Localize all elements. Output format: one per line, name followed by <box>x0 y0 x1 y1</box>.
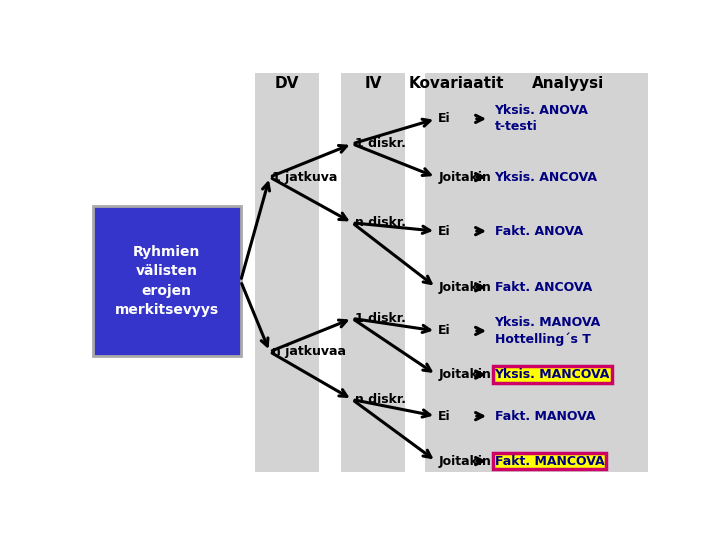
Bar <box>489 73 648 472</box>
Text: Kovariaatit: Kovariaatit <box>409 76 504 91</box>
Text: Fakt. ANCOVA: Fakt. ANCOVA <box>495 281 592 294</box>
Text: Yksis. MANCOVA: Yksis. MANCOVA <box>495 368 610 381</box>
Text: Yksis. ANCOVA: Yksis. ANCOVA <box>495 171 598 184</box>
Text: Joitakin: Joitakin <box>438 368 491 381</box>
Text: Fakt. MANOVA: Fakt. MANOVA <box>495 410 595 423</box>
Text: 1 jatkuva: 1 jatkuva <box>272 171 338 184</box>
Bar <box>341 73 405 472</box>
Bar <box>255 73 319 472</box>
Text: n diskr.: n diskr. <box>355 393 406 406</box>
FancyBboxPatch shape <box>93 206 240 356</box>
Text: Fakt. ANOVA: Fakt. ANOVA <box>495 225 582 238</box>
Text: IV: IV <box>364 76 382 91</box>
Text: 1 diskr.: 1 diskr. <box>355 312 406 325</box>
Text: Joitakin: Joitakin <box>438 281 491 294</box>
Text: Joitakin: Joitakin <box>438 171 491 184</box>
Text: Fakt. MANCOVA: Fakt. MANCOVA <box>495 455 604 468</box>
Text: Ryhmien
välisten
erojen
merkitsevyys: Ryhmien välisten erojen merkitsevyys <box>114 245 219 318</box>
Text: Joitakin: Joitakin <box>438 455 491 468</box>
Text: DV: DV <box>274 76 299 91</box>
Text: Analyysi: Analyysi <box>532 76 604 91</box>
Text: n jatkuvaa: n jatkuvaa <box>272 345 346 358</box>
Text: n diskr.: n diskr. <box>355 217 406 230</box>
Text: Ei: Ei <box>438 325 451 338</box>
Text: 1 diskr.: 1 diskr. <box>355 137 406 150</box>
Text: Yksis. MANOVA
Hottelling´s T: Yksis. MANOVA Hottelling´s T <box>495 316 600 346</box>
Text: Ei: Ei <box>438 410 451 423</box>
Text: Ei: Ei <box>438 225 451 238</box>
Bar <box>425 73 489 472</box>
Text: Ei: Ei <box>438 112 451 125</box>
Text: Yksis. ANOVA
t-testi: Yksis. ANOVA t-testi <box>495 104 588 133</box>
